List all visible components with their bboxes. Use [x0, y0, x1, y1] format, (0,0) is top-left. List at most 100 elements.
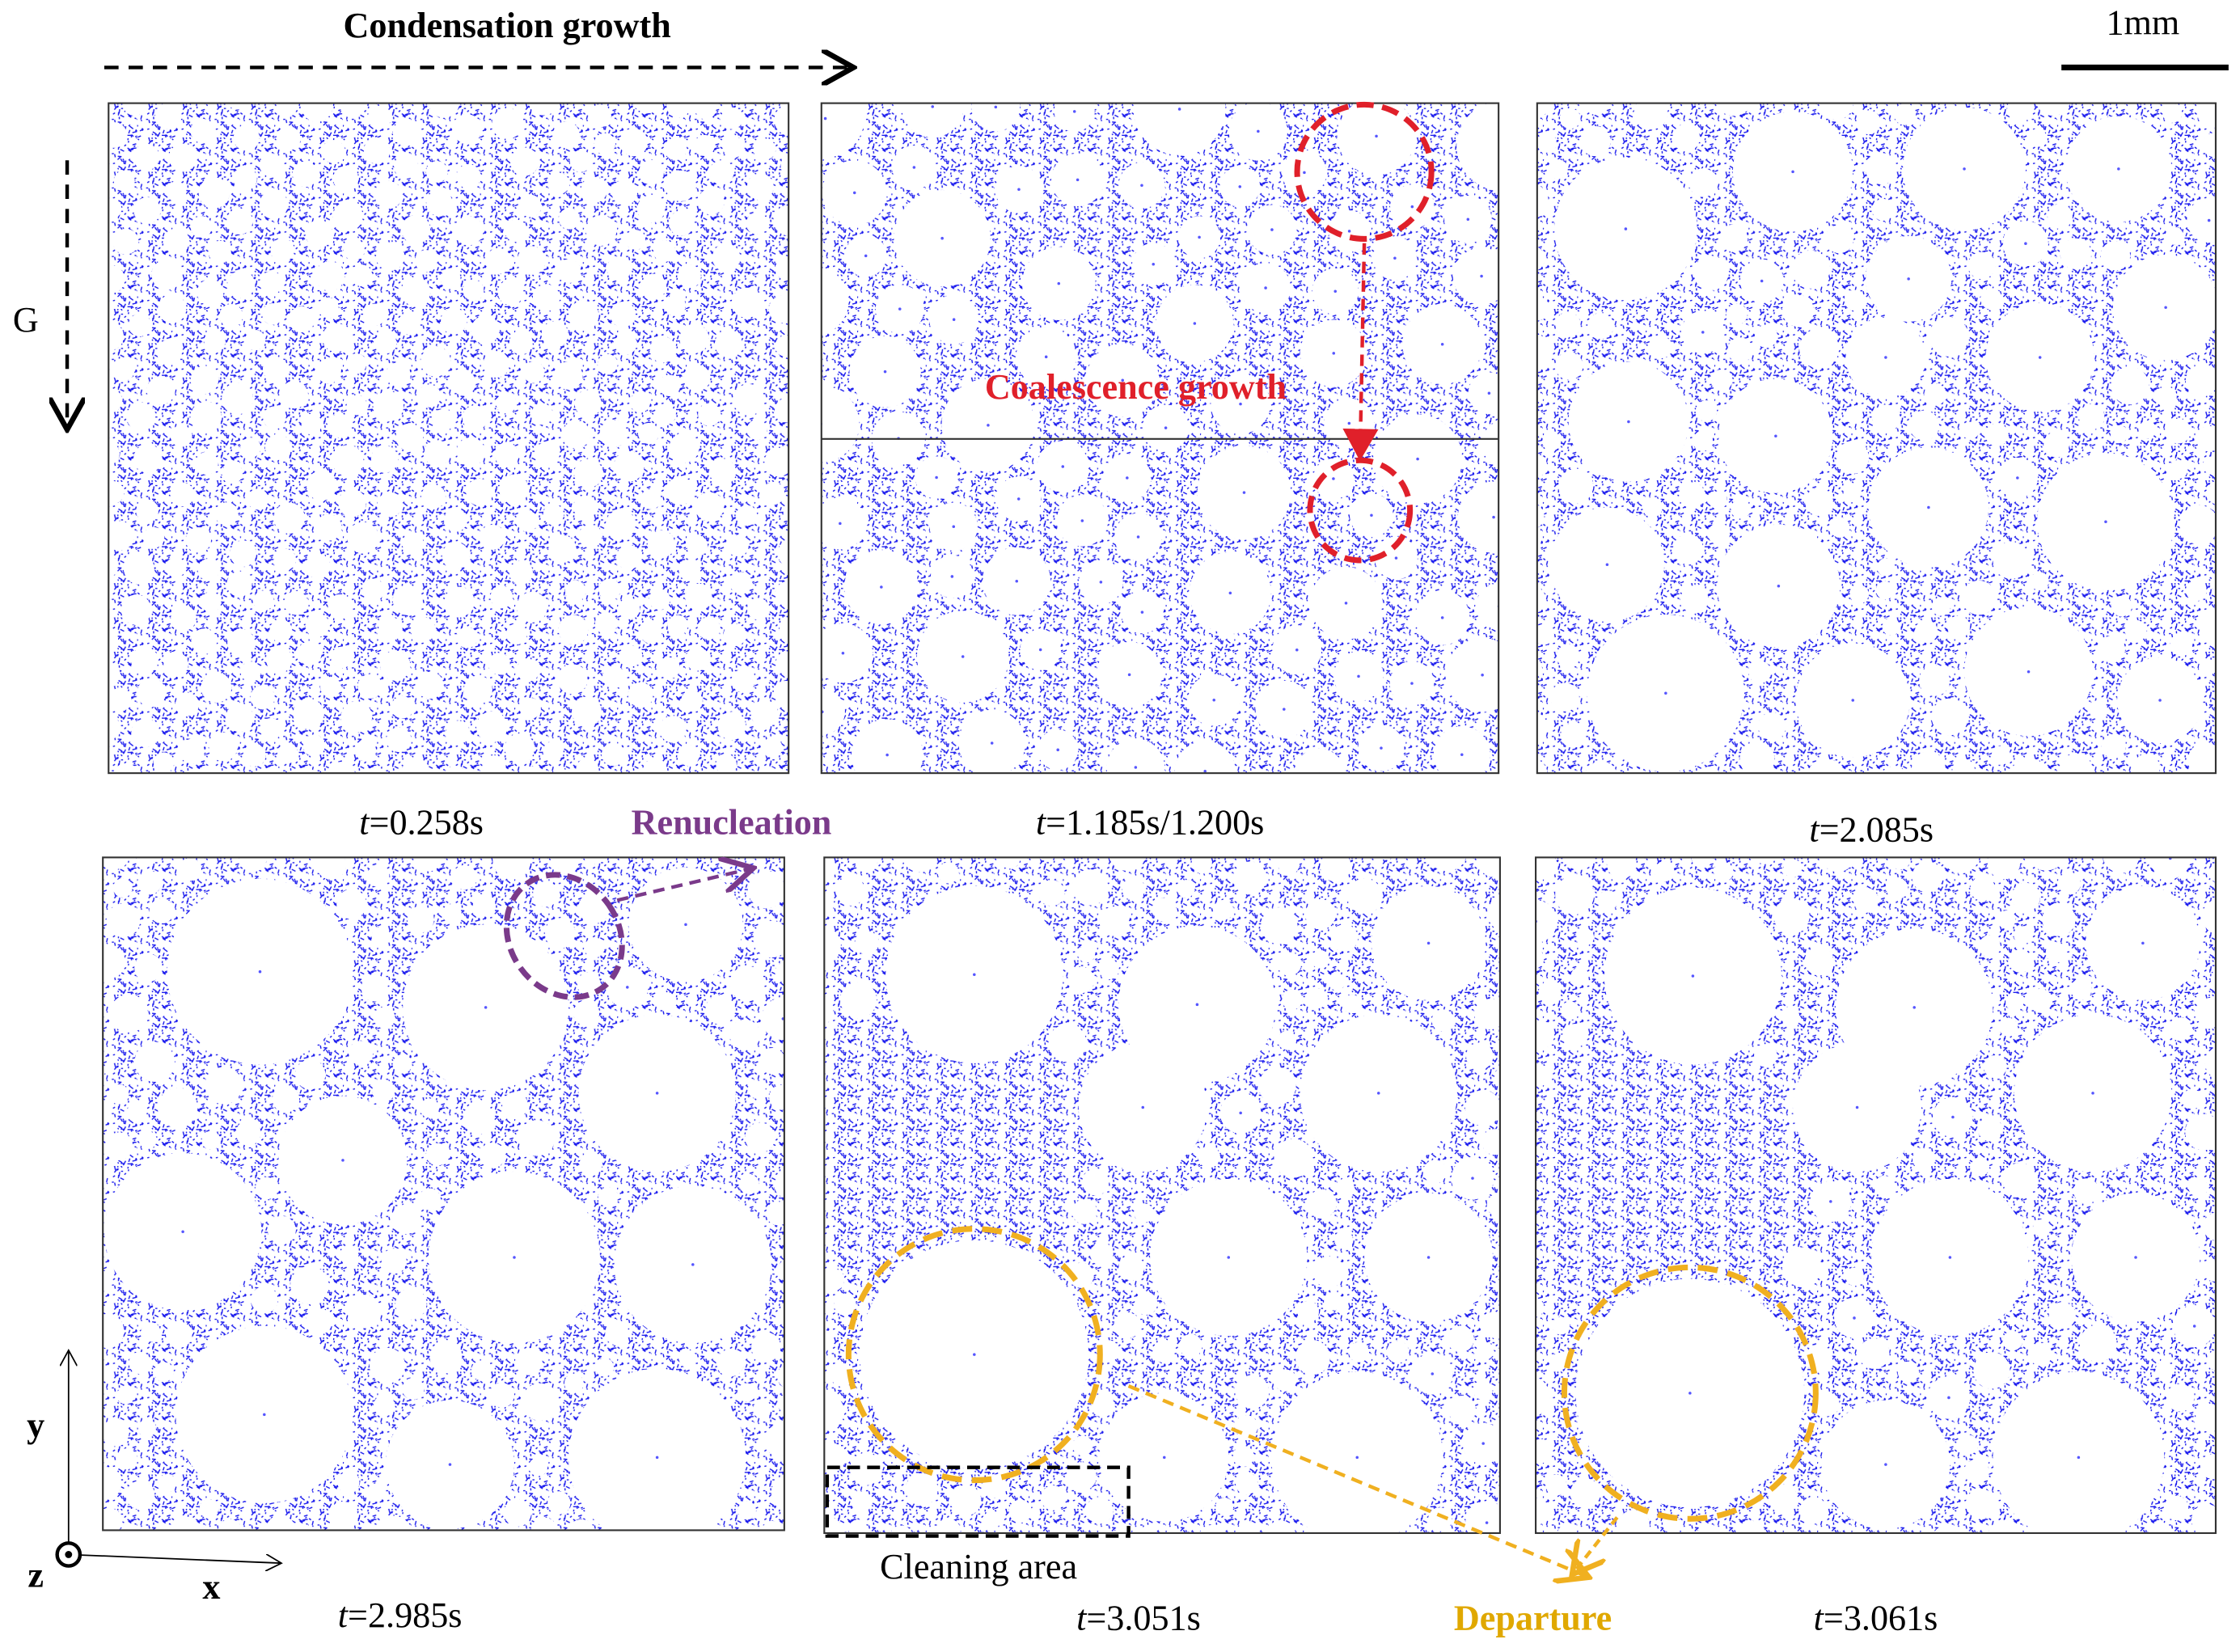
time-value: =1.185s/1.200s: [1046, 803, 1264, 843]
droplet: [1872, 404, 1900, 433]
droplet: [1858, 1337, 1890, 1369]
droplet-center: [1791, 170, 1794, 174]
droplet: [401, 214, 431, 244]
droplet: [753, 920, 784, 958]
droplet: [762, 482, 785, 505]
droplet: [1961, 421, 1980, 440]
z-axis-dot: [65, 1551, 73, 1558]
droplet: [157, 1088, 198, 1128]
droplet: [679, 323, 709, 354]
droplet: [1114, 1312, 1140, 1339]
droplet-center: [1198, 235, 1201, 239]
droplet: [1804, 946, 1834, 976]
droplet: [2207, 1350, 2216, 1371]
droplet: [363, 137, 391, 164]
droplet: [1198, 1146, 1220, 1168]
droplet: [267, 1215, 296, 1244]
droplet: [2058, 872, 2082, 895]
droplet: [516, 510, 539, 532]
droplet-center: [1855, 1105, 1859, 1109]
droplet: [722, 136, 745, 158]
droplet: [293, 698, 324, 730]
droplet: [637, 195, 666, 223]
droplet-center: [1777, 584, 1781, 588]
droplet: [128, 314, 151, 337]
droplet: [1336, 1178, 1355, 1198]
droplet: [547, 172, 570, 195]
droplet: [297, 641, 322, 665]
droplet-center: [2024, 242, 2027, 245]
droplet: [1700, 766, 1720, 774]
droplet-center: [1426, 941, 1431, 945]
droplet: [1942, 857, 1980, 873]
droplet: [1929, 316, 1969, 357]
droplet: [775, 962, 784, 982]
droplet: [605, 1321, 629, 1346]
droplet: [1719, 224, 1748, 252]
droplet: [190, 119, 215, 143]
droplet: [294, 857, 311, 861]
droplet: [716, 857, 736, 864]
droplet: [233, 167, 257, 191]
droplet: [331, 646, 353, 669]
droplet: [426, 189, 453, 217]
droplet: [2200, 609, 2216, 645]
droplet-center: [1499, 145, 1502, 148]
time-label: t=3.061s: [1814, 1599, 1938, 1638]
droplet: [244, 330, 266, 351]
droplet: [556, 857, 579, 874]
droplet: [1552, 1316, 1570, 1335]
droplet: [746, 173, 774, 201]
droplet: [1998, 1017, 2018, 1037]
droplet: [733, 383, 765, 416]
droplet: [1067, 966, 1095, 994]
droplet-center: [1057, 281, 1061, 285]
droplet: [129, 1351, 151, 1375]
droplet: [288, 306, 315, 333]
droplet: [746, 212, 768, 234]
droplet: [280, 381, 308, 409]
droplet: [2078, 403, 2105, 430]
droplet: [137, 678, 167, 708]
droplet: [824, 1329, 833, 1353]
droplet: [2002, 1163, 2037, 1198]
droplet: [528, 103, 559, 116]
droplet: [401, 277, 431, 306]
droplet: [747, 871, 784, 909]
droplet: [371, 927, 391, 946]
droplet: [386, 727, 412, 753]
droplet: [1474, 999, 1500, 1030]
droplet: [367, 864, 390, 887]
droplet: [1536, 623, 1554, 645]
droplet: [654, 857, 673, 865]
droplet: [695, 492, 725, 522]
droplet: [649, 589, 670, 611]
droplet: [125, 1481, 155, 1510]
droplet-center: [1440, 616, 1444, 619]
droplet: [266, 646, 293, 674]
droplet: [2197, 103, 2216, 129]
droplet: [442, 542, 470, 570]
droplet: [666, 476, 695, 505]
droplet: [773, 205, 789, 236]
droplet: [421, 484, 446, 509]
droplet: [1688, 168, 1718, 197]
droplet: [678, 744, 699, 767]
droplet: [466, 478, 493, 506]
droplet: [374, 1007, 395, 1029]
droplet: [598, 578, 621, 601]
droplet: [243, 743, 266, 767]
droplet: [1174, 741, 1236, 774]
droplet: [1480, 1312, 1500, 1338]
droplet: [373, 1395, 395, 1417]
droplet: [763, 1426, 784, 1456]
coalescence-label: Coalescence growth: [985, 367, 1287, 407]
droplet: [552, 768, 570, 774]
droplet-center: [1884, 1463, 1887, 1466]
droplet: [855, 931, 879, 955]
droplet: [315, 261, 345, 291]
droplet: [568, 300, 599, 332]
droplet: [2202, 898, 2216, 935]
time-variable: t: [1814, 1599, 1825, 1638]
droplet: [247, 488, 269, 510]
